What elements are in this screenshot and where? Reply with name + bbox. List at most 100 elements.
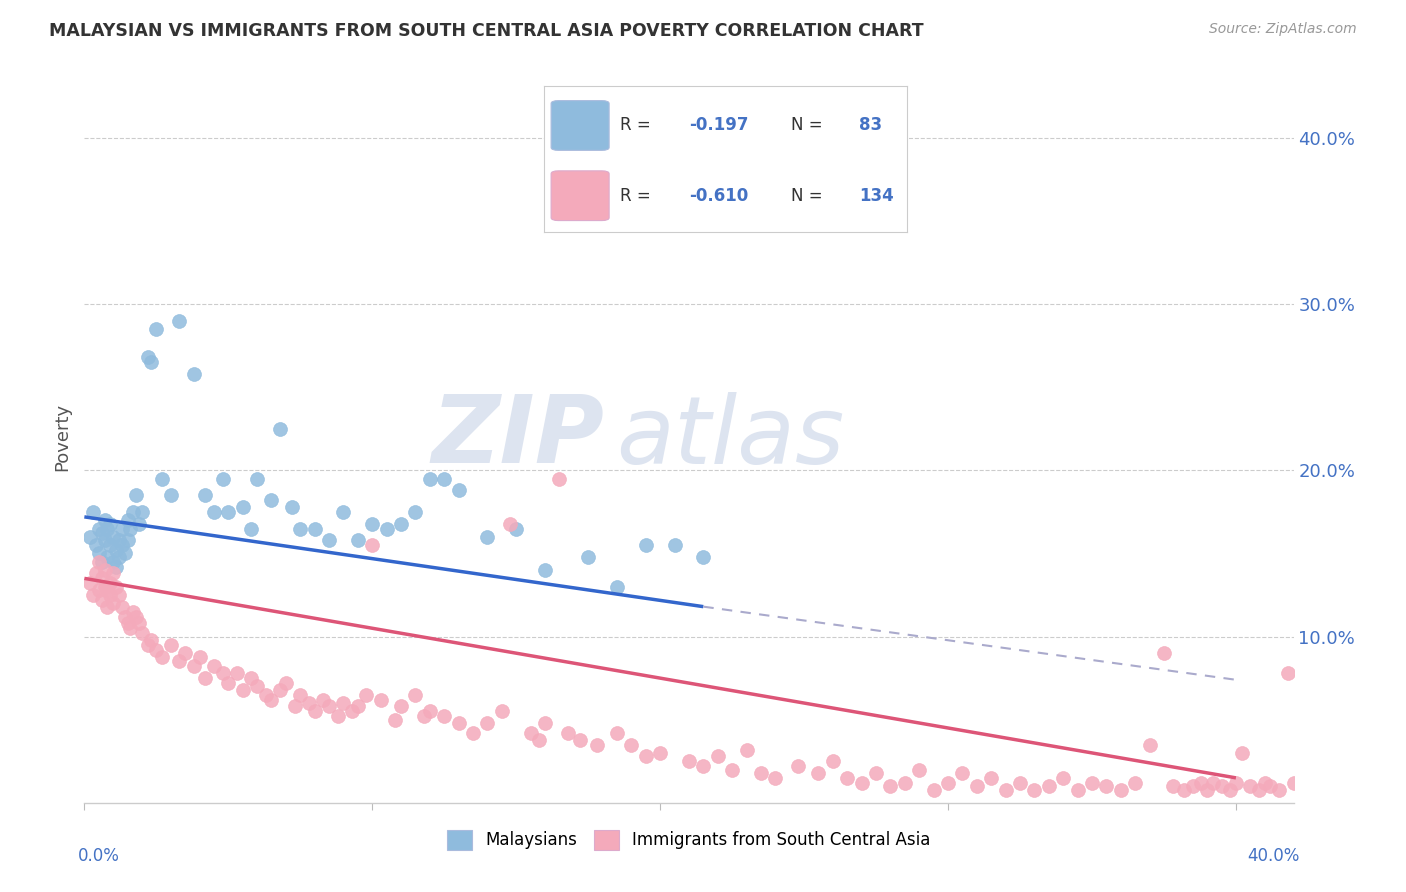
Point: [125, 488, 148, 502]
Point: [994, 782, 1017, 797]
Point: [1260, 779, 1282, 793]
Point: [211, 666, 233, 681]
Point: [240, 521, 263, 535]
Point: [117, 533, 139, 548]
Point: [1219, 782, 1241, 797]
Point: [93, 580, 115, 594]
Point: [332, 696, 354, 710]
Point: [433, 709, 456, 723]
Point: [232, 682, 254, 697]
Point: [721, 763, 744, 777]
Point: [139, 355, 162, 369]
Point: [922, 782, 945, 797]
Point: [837, 771, 859, 785]
Point: [318, 699, 340, 714]
Point: [413, 709, 436, 723]
Point: [1211, 779, 1233, 793]
Point: [280, 500, 302, 514]
Point: [246, 680, 269, 694]
Point: [105, 580, 128, 594]
Point: [634, 749, 657, 764]
Point: [96, 549, 118, 564]
Point: [169, 314, 191, 328]
Point: [404, 505, 426, 519]
Point: [347, 533, 370, 548]
Point: [585, 738, 607, 752]
Point: [980, 771, 1002, 785]
Point: [79, 530, 101, 544]
Y-axis label: Poverty: Poverty: [53, 403, 72, 471]
Point: [749, 765, 772, 780]
Point: [254, 688, 277, 702]
Point: [1277, 666, 1299, 681]
Point: [188, 649, 211, 664]
Point: [1139, 738, 1161, 752]
Point: [361, 538, 384, 552]
Point: [108, 588, 131, 602]
Point: [650, 746, 672, 760]
Point: [105, 543, 128, 558]
Point: [217, 505, 239, 519]
Point: [952, 765, 974, 780]
Point: [269, 682, 291, 697]
Point: [145, 643, 167, 657]
Point: [211, 472, 233, 486]
Point: [966, 779, 988, 793]
Point: [865, 765, 887, 780]
Point: [114, 609, 136, 624]
Point: [290, 521, 312, 535]
Point: [433, 472, 456, 486]
Point: [183, 367, 205, 381]
Point: [477, 716, 499, 731]
Point: [340, 705, 363, 719]
Point: [821, 754, 844, 768]
Point: [283, 699, 305, 714]
Point: [274, 676, 297, 690]
Point: [79, 576, 101, 591]
Point: [1173, 782, 1195, 797]
Point: [159, 488, 181, 502]
Point: [131, 505, 153, 519]
Point: [217, 676, 239, 690]
Point: [1202, 776, 1225, 790]
Point: [111, 599, 134, 614]
Point: [1095, 779, 1118, 793]
Point: [117, 513, 139, 527]
Point: [1109, 782, 1132, 797]
Point: [1225, 776, 1247, 790]
Point: [150, 472, 173, 486]
Point: [519, 726, 541, 740]
Point: [389, 516, 412, 531]
Point: [529, 732, 551, 747]
Point: [159, 638, 181, 652]
Point: [548, 472, 571, 486]
Point: [1181, 779, 1204, 793]
Point: [477, 530, 499, 544]
Text: 0.0%: 0.0%: [79, 847, 120, 864]
Text: Source: ZipAtlas.com: Source: ZipAtlas.com: [1209, 22, 1357, 37]
Point: [202, 505, 225, 519]
Point: [692, 759, 714, 773]
Point: [298, 696, 321, 710]
Point: [90, 593, 112, 607]
Point: [419, 472, 441, 486]
Point: [87, 582, 110, 597]
Point: [136, 351, 159, 365]
Point: [534, 716, 557, 731]
Text: MALAYSIAN VS IMMIGRANTS FROM SOUTH CENTRAL ASIA POVERTY CORRELATION CHART: MALAYSIAN VS IMMIGRANTS FROM SOUTH CENTR…: [49, 22, 924, 40]
Point: [557, 726, 579, 740]
Point: [304, 521, 326, 535]
Point: [128, 616, 150, 631]
Point: [332, 505, 354, 519]
Point: [1008, 776, 1031, 790]
Point: [326, 709, 349, 723]
Point: [260, 493, 283, 508]
Text: 40.0%: 40.0%: [1247, 847, 1299, 864]
Point: [620, 738, 643, 752]
Point: [1161, 779, 1184, 793]
Point: [735, 742, 758, 756]
Point: [87, 521, 110, 535]
Point: [90, 555, 112, 569]
Point: [108, 549, 131, 564]
Point: [419, 705, 441, 719]
